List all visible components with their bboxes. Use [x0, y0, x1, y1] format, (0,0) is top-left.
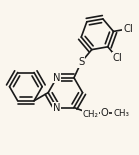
- Text: Cl: Cl: [123, 24, 133, 34]
- Text: Cl: Cl: [112, 53, 122, 63]
- Text: CH₃: CH₃: [113, 109, 129, 118]
- Text: N: N: [53, 73, 60, 83]
- Text: CH₂: CH₂: [82, 110, 98, 119]
- Text: O: O: [101, 108, 109, 118]
- Text: S: S: [78, 57, 84, 67]
- Text: N: N: [53, 103, 60, 113]
